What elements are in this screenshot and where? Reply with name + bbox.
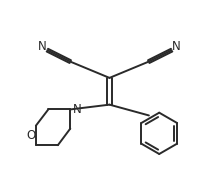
Text: N: N — [73, 103, 81, 116]
Text: O: O — [26, 129, 35, 142]
Text: N: N — [38, 40, 47, 53]
Text: N: N — [172, 40, 181, 53]
